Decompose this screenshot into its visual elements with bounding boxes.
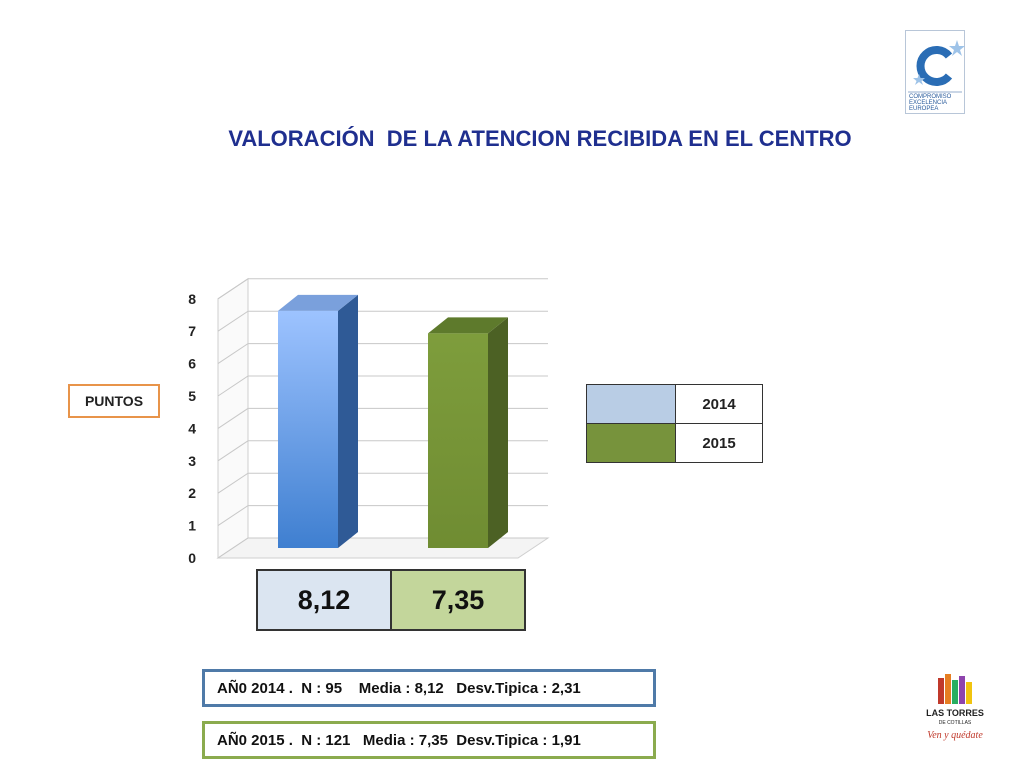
y-tick-label: 2 (188, 485, 196, 501)
legend-label-2015: 2015 (675, 423, 763, 463)
y-axis-label: PUNTOS (68, 384, 160, 418)
logo-text-line: EUROPEA (909, 106, 938, 112)
legend: 2014 2015 (586, 384, 763, 463)
chart-title: VALORACIÓN DE LA ATENCION RECIBIDA EN EL… (228, 126, 852, 151)
y-tick-label: 3 (188, 453, 196, 469)
y-tick-label: 7 (188, 323, 196, 339)
legend-swatch-2015 (586, 423, 676, 463)
value-cell-2015: 7,35 (390, 569, 526, 631)
value-cell-2014: 8,12 (256, 569, 392, 631)
las-torres-logo-icon: LAS TORRES DE COTILLAS Ven y quédate (926, 674, 984, 741)
y-tick-label: 8 (188, 291, 196, 307)
bar-side-2014 (338, 294, 358, 548)
bar-top-2015 (428, 317, 508, 334)
bar-chart: 0 1 2 3 4 5 6 7 8 (188, 277, 550, 566)
y-tick-label: 6 (188, 356, 196, 372)
logo-text-line: LAS TORRES (926, 708, 984, 718)
y-tick-label: 5 (188, 388, 196, 404)
value-table: 8,12 7,35 (256, 569, 526, 631)
bar-side-2015 (488, 317, 508, 548)
legend-item-2014: 2014 (586, 384, 763, 424)
chart-floor (216, 537, 550, 559)
gridline (217, 310, 548, 332)
excellence-logo-icon: COMPROMISO EXCELENCIA EUROPEA (905, 30, 965, 114)
legend-swatch-2014 (586, 384, 676, 424)
stats-box-2014: AÑ0 2014 . N : 95 Media : 8,12 Desv.Tipi… (202, 669, 656, 707)
gridline (217, 278, 548, 300)
legend-label-2014: 2014 (675, 384, 763, 424)
logo-text-line: DE COTILLAS (939, 720, 972, 726)
logo-text-line: Ven y quédate (927, 730, 983, 741)
bar-2014 (278, 310, 338, 548)
stats-box-2015: AÑ0 2015 . N : 121 Media : 7,35 Desv.Tip… (202, 721, 656, 759)
bar-2015 (428, 333, 488, 548)
bar-top-2014 (278, 294, 358, 311)
logo-text-line: EXCELENCIA (909, 100, 947, 106)
logo-text-line: COMPROMISO (909, 94, 952, 100)
y-tick-label: 4 (188, 420, 196, 436)
y-tick-label: 1 (188, 518, 196, 534)
legend-item-2015: 2015 (586, 423, 763, 463)
y-tick-label: 0 (188, 550, 196, 566)
